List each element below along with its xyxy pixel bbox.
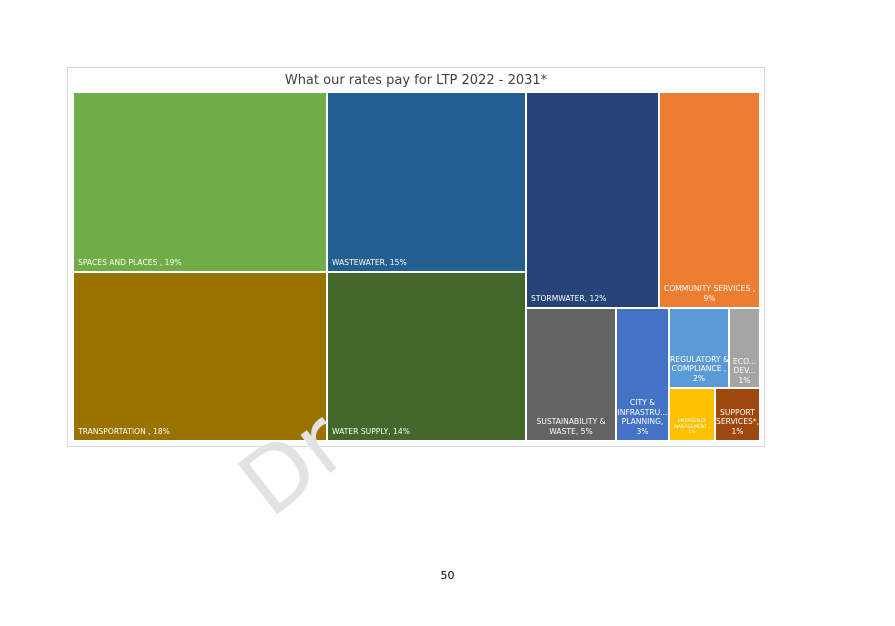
treemap-tile: ECO... DEV... 1% [729, 308, 760, 388]
treemap-tile: EMERGENCY MANAGEMENT , 1% [669, 388, 715, 441]
treemap-tile-label: WASTEWATER, 15% [332, 257, 407, 267]
treemap-tile-label: COMMUNITY SERVICES , 9% [663, 284, 756, 303]
treemap-tile-label: SUPPORT SERVICES*, 1% [716, 407, 760, 436]
treemap-tile: CITY & INFRASTRU... PLANNING, 3% [616, 308, 669, 441]
treemap-tile: SUPPORT SERVICES*, 1% [715, 388, 760, 441]
treemap-tile: WATER SUPPLY, 14% [327, 272, 526, 441]
treemap-tile: SPACES AND PLACES , 19% [73, 92, 327, 272]
treemap-tile: SUSTAINABILITY & WASTE, 5% [526, 308, 616, 441]
treemap-tile-label: ECO... DEV... 1% [732, 356, 756, 385]
treemap-tile: WASTEWATER, 15% [327, 92, 526, 272]
treemap-tile: STORMWATER, 12% [526, 92, 659, 308]
treemap-tile-label: EMERGENCY MANAGEMENT , 1% [673, 418, 711, 436]
treemap-tile-label: CITY & INFRASTRU... PLANNING, 3% [617, 398, 668, 436]
treemap-tile-label: TRANSPORTATION , 18% [78, 426, 170, 436]
treemap-tile: REGULATORY & COMPLIANCE , 2% [669, 308, 729, 388]
treemap-tile: TRANSPORTATION , 18% [73, 272, 327, 441]
page-number: 50 [440, 569, 455, 582]
chart-title: What our rates pay for LTP 2022 - 2031* [284, 73, 548, 88]
treemap-tile-label: WATER SUPPLY, 14% [332, 426, 410, 436]
treemap-tile-label: STORMWATER, 12% [531, 293, 607, 303]
treemap-tile-label: SUSTAINABILITY & WASTE, 5% [536, 417, 606, 436]
treemap-tile-label: REGULATORY & COMPLIANCE , 2% [670, 354, 729, 383]
treemap-tile: COMMUNITY SERVICES , 9% [659, 92, 760, 308]
treemap-tile-label: SPACES AND PLACES , 19% [78, 257, 182, 267]
